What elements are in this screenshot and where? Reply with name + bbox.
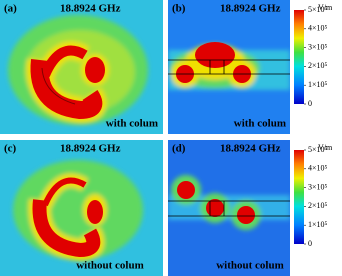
frequency: 18.8924 GHz	[220, 143, 281, 155]
caption: without colum	[216, 260, 284, 272]
colorbar-label: 4×10⁵	[308, 164, 328, 173]
caption: with colum	[106, 118, 158, 130]
colorbar-label: 3×10⁵	[308, 42, 328, 51]
panel-label: (a)	[4, 3, 17, 15]
panel-label: (d)	[172, 143, 186, 155]
colorbar-label: 1×10⁵	[308, 80, 328, 89]
colorbar-label: 5×10⁵	[308, 5, 328, 14]
caption: without colum	[76, 260, 144, 272]
colorbar-label: 4×10⁵	[308, 24, 328, 33]
frequency: 18.8924 GHz	[60, 143, 121, 155]
field-map-c	[0, 140, 163, 276]
panel-label: (c)	[4, 143, 17, 155]
field-map-b	[168, 0, 290, 134]
colorbar-label: 2×10⁵	[308, 201, 328, 210]
colorbar-label: 1×10⁵	[308, 220, 328, 229]
colorbar-label: 0	[308, 99, 312, 108]
colorbar-label: 2×10⁵	[308, 61, 328, 70]
frequency: 18.8924 GHz	[220, 3, 281, 15]
colorbar-unit: V/m	[318, 3, 333, 12]
frequency: 18.8924 GHz	[60, 3, 121, 15]
colorbar	[294, 10, 304, 104]
panel-label: (b)	[172, 3, 186, 15]
colorbar-label: 3×10⁵	[308, 182, 328, 191]
colorbar-label: 0	[308, 239, 312, 248]
field-map-a	[0, 0, 163, 134]
colorbar-unit: V/m	[318, 143, 333, 152]
colorbar-label: 5×10⁵	[308, 145, 328, 154]
colorbar	[294, 150, 304, 244]
caption: with colum	[234, 118, 286, 130]
field-map-d	[168, 140, 290, 276]
